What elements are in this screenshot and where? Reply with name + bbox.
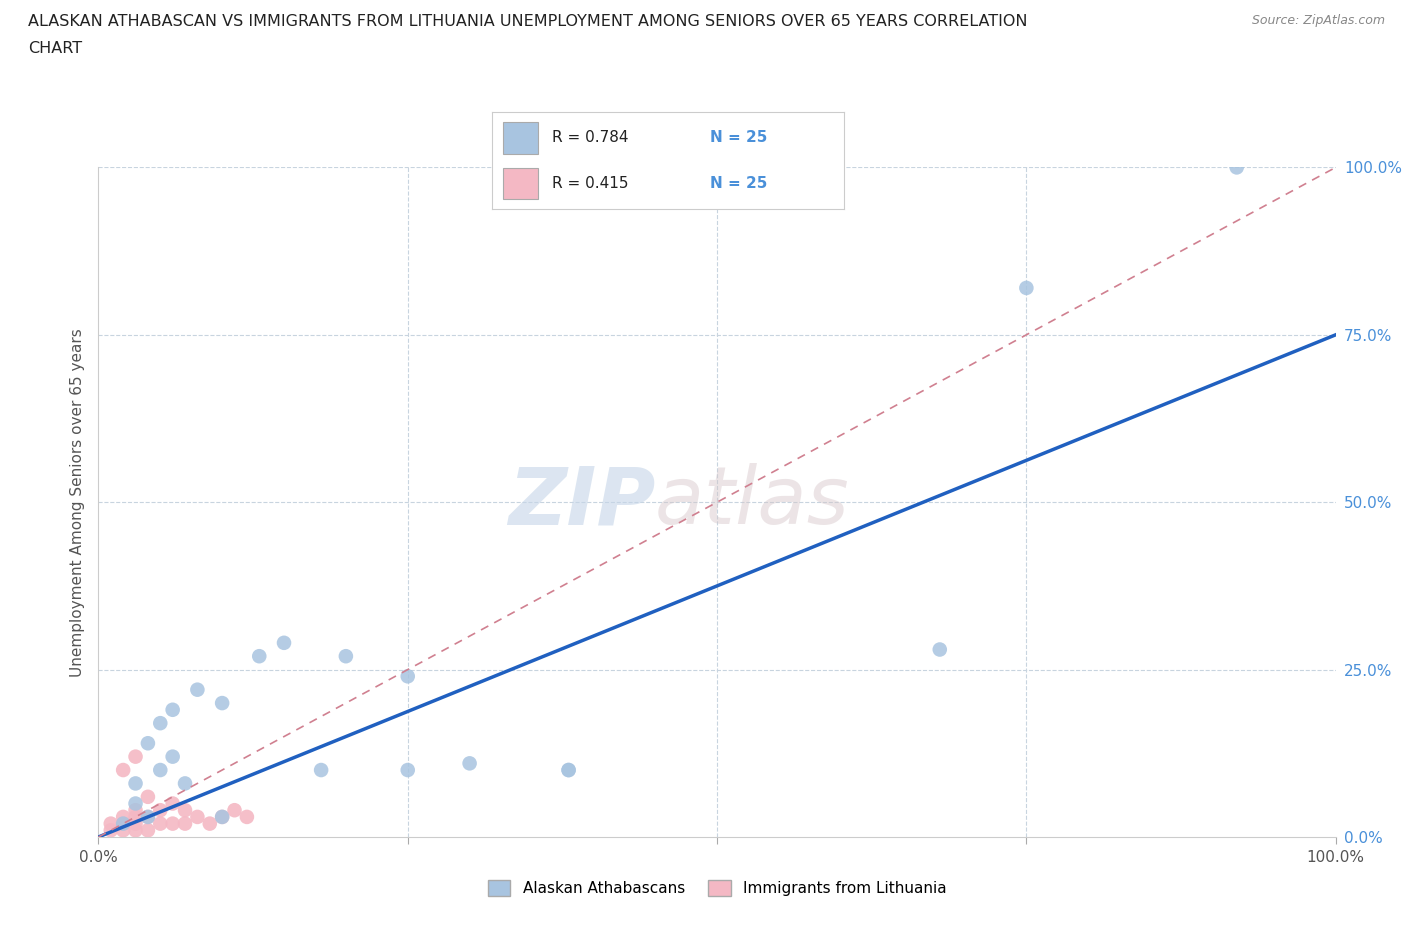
- Point: [136, 809, 159, 824]
- Point: [211, 696, 233, 711]
- Point: [557, 763, 579, 777]
- Point: [557, 763, 579, 777]
- Point: [1226, 160, 1249, 175]
- Point: [124, 796, 146, 811]
- Point: [112, 817, 135, 831]
- Point: [396, 763, 419, 777]
- Point: [162, 796, 184, 811]
- Point: [211, 809, 233, 824]
- Point: [162, 702, 184, 717]
- Text: ALASKAN ATHABASCAN VS IMMIGRANTS FROM LITHUANIA UNEMPLOYMENT AMONG SENIORS OVER : ALASKAN ATHABASCAN VS IMMIGRANTS FROM LI…: [28, 14, 1028, 29]
- Point: [928, 642, 950, 657]
- Point: [335, 649, 357, 664]
- Point: [186, 683, 208, 698]
- Point: [273, 635, 295, 650]
- FancyBboxPatch shape: [503, 123, 537, 153]
- Point: [124, 750, 146, 764]
- Point: [162, 750, 184, 764]
- Point: [124, 776, 146, 790]
- Text: N = 25: N = 25: [710, 130, 768, 145]
- Point: [124, 817, 146, 831]
- Point: [162, 817, 184, 831]
- Text: ZIP: ZIP: [508, 463, 655, 541]
- Point: [100, 817, 122, 831]
- Text: Source: ZipAtlas.com: Source: ZipAtlas.com: [1251, 14, 1385, 27]
- Point: [186, 809, 208, 824]
- Point: [174, 803, 197, 817]
- Point: [136, 823, 159, 838]
- Point: [236, 809, 259, 824]
- FancyBboxPatch shape: [503, 168, 537, 200]
- Text: R = 0.415: R = 0.415: [551, 177, 628, 192]
- Point: [124, 803, 146, 817]
- Point: [124, 809, 146, 824]
- Point: [124, 823, 146, 838]
- Y-axis label: Unemployment Among Seniors over 65 years: Unemployment Among Seniors over 65 years: [69, 328, 84, 677]
- Point: [112, 809, 135, 824]
- Point: [396, 669, 419, 684]
- Point: [458, 756, 481, 771]
- Point: [112, 763, 135, 777]
- Text: N = 25: N = 25: [710, 177, 768, 192]
- Point: [309, 763, 332, 777]
- Text: CHART: CHART: [28, 41, 82, 56]
- Text: atlas: atlas: [655, 463, 851, 541]
- Point: [149, 817, 172, 831]
- Point: [198, 817, 221, 831]
- Legend: Alaskan Athabascans, Immigrants from Lithuania: Alaskan Athabascans, Immigrants from Lit…: [488, 881, 946, 897]
- Point: [136, 790, 159, 804]
- Point: [174, 776, 197, 790]
- Point: [149, 803, 172, 817]
- Point: [211, 809, 233, 824]
- Point: [247, 649, 270, 664]
- Point: [149, 763, 172, 777]
- Point: [136, 736, 159, 751]
- Point: [1015, 281, 1038, 296]
- Point: [224, 803, 246, 817]
- Point: [136, 809, 159, 824]
- Point: [174, 817, 197, 831]
- Point: [149, 716, 172, 731]
- Point: [112, 823, 135, 838]
- Point: [112, 817, 135, 831]
- Point: [100, 823, 122, 838]
- Text: R = 0.784: R = 0.784: [551, 130, 628, 145]
